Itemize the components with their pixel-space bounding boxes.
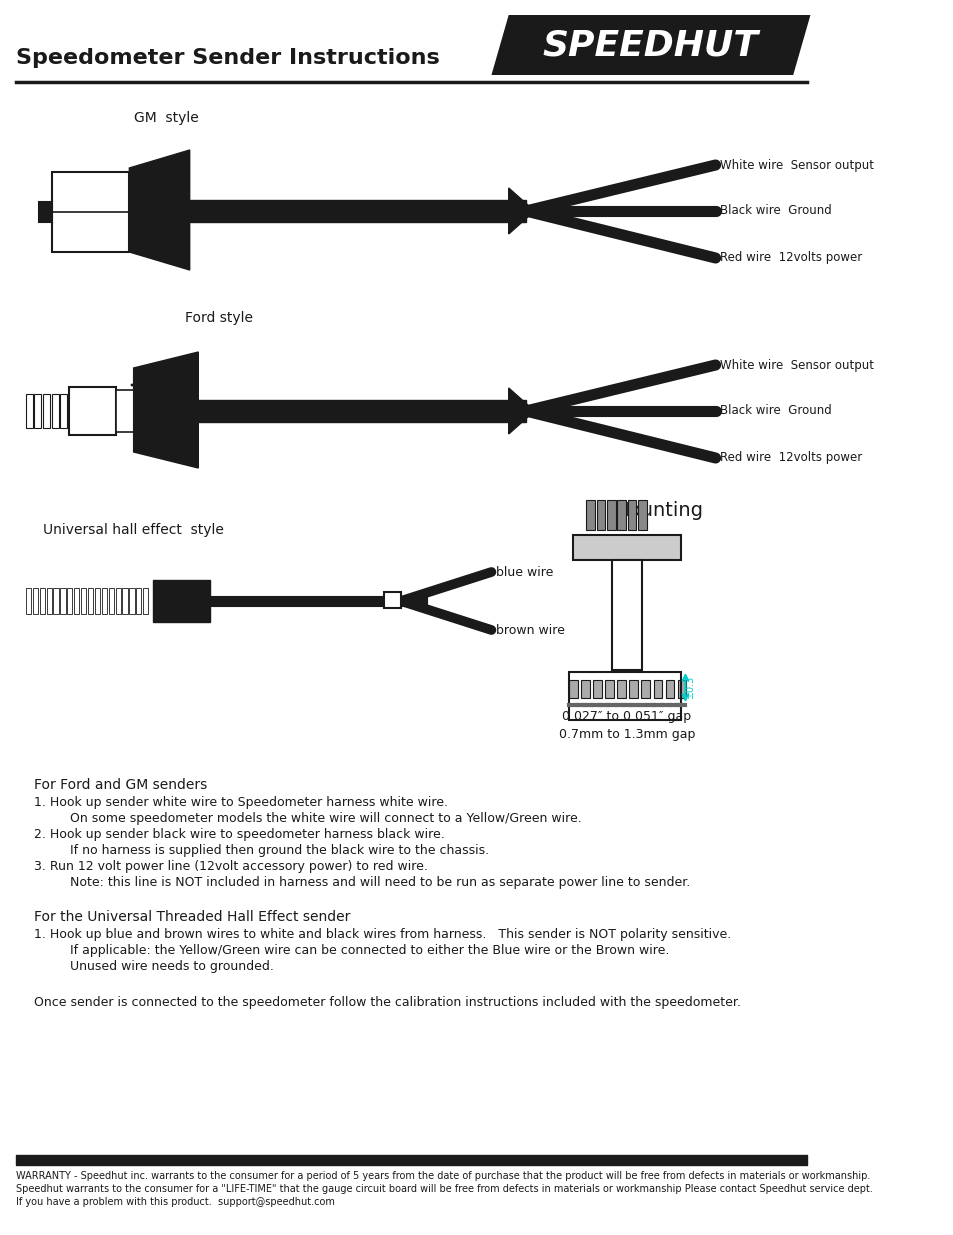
Bar xyxy=(617,680,625,698)
Text: 1. Hook up sender white wire to Speedometer harness white wire.: 1. Hook up sender white wire to Speedome… xyxy=(34,797,448,809)
Bar xyxy=(122,588,128,614)
Text: Ford style: Ford style xyxy=(185,311,253,325)
Bar xyxy=(115,588,121,614)
Text: GM  style: GM style xyxy=(133,111,198,125)
Text: Speedometer Sender Instructions: Speedometer Sender Instructions xyxy=(15,48,438,68)
Bar xyxy=(26,588,31,614)
Bar xyxy=(53,588,58,614)
Text: Note: this line is NOT included in harness and will need to be run as separate p: Note: this line is NOT included in harne… xyxy=(34,876,690,889)
Bar xyxy=(67,588,72,614)
Text: Speedhut warrants to the consumer for a "LIFE-TIME" that the gauge circuit board: Speedhut warrants to the consumer for a … xyxy=(15,1184,871,1194)
Bar xyxy=(606,500,615,530)
Text: 3. Run 12 volt power line (12volt accessory power) to red wire.: 3. Run 12 volt power line (12volt access… xyxy=(34,860,428,873)
Text: If no harness is supplied then ground the black wire to the chassis.: If no harness is supplied then ground th… xyxy=(34,844,489,857)
Text: 1. Hook up blue and brown wires to white and black wires from harness.   This se: 1. Hook up blue and brown wires to white… xyxy=(34,927,731,941)
Bar xyxy=(60,588,66,614)
Text: White wire  Sensor output: White wire Sensor output xyxy=(720,158,873,172)
Bar xyxy=(596,500,604,530)
Bar xyxy=(580,680,589,698)
Bar xyxy=(640,680,649,698)
Bar xyxy=(26,394,32,429)
Bar xyxy=(40,588,45,614)
Bar xyxy=(677,680,685,698)
Text: ±0.3: ±0.3 xyxy=(684,676,694,699)
Bar xyxy=(665,680,674,698)
Text: Red wire  12volts power: Red wire 12volts power xyxy=(720,252,862,264)
Bar xyxy=(573,535,680,559)
Polygon shape xyxy=(508,188,534,233)
Bar xyxy=(51,394,58,429)
Text: Black wire  Ground: Black wire Ground xyxy=(720,205,831,217)
Text: SPEEDHUT: SPEEDHUT xyxy=(542,28,759,62)
Bar xyxy=(143,588,148,614)
Text: brown wire: brown wire xyxy=(496,624,564,636)
Bar xyxy=(109,588,113,614)
Bar xyxy=(32,588,38,614)
Bar xyxy=(629,680,638,698)
Bar xyxy=(39,203,51,222)
Text: Black wire  Ground: Black wire Ground xyxy=(720,405,831,417)
Bar xyxy=(88,588,93,614)
Bar xyxy=(638,500,646,530)
Bar xyxy=(60,394,67,429)
Text: 2. Hook up sender black wire to speedometer harness black wire.: 2. Hook up sender black wire to speedome… xyxy=(34,827,445,841)
Text: For Ford and GM senders: For Ford and GM senders xyxy=(34,778,208,792)
Bar xyxy=(604,680,613,698)
Bar xyxy=(627,500,636,530)
Text: Unused wire needs to grounded.: Unused wire needs to grounded. xyxy=(34,960,274,973)
Polygon shape xyxy=(491,15,810,75)
Text: Mounting: Mounting xyxy=(612,500,702,520)
Text: 0.027″ to 0.051″ gap: 0.027″ to 0.051″ gap xyxy=(561,710,691,722)
Text: Red wire  12volts power: Red wire 12volts power xyxy=(720,452,862,464)
Bar xyxy=(198,400,525,422)
Text: For the Universal Threaded Hall Effect sender: For the Universal Threaded Hall Effect s… xyxy=(34,910,351,924)
Bar xyxy=(130,588,134,614)
Text: If you have a problem with this product.  support@speedhut.com: If you have a problem with this product.… xyxy=(15,1197,335,1207)
Polygon shape xyxy=(133,352,198,468)
Bar xyxy=(612,559,641,671)
Bar xyxy=(136,588,141,614)
Bar xyxy=(568,680,578,698)
Bar xyxy=(383,592,400,608)
Text: White wire  Sensor output: White wire Sensor output xyxy=(720,358,873,372)
Bar xyxy=(593,680,601,698)
Text: Once sender is connected to the speedometer follow the calibration instructions : Once sender is connected to the speedome… xyxy=(34,995,740,1009)
Text: 0.7mm to 1.3mm gap: 0.7mm to 1.3mm gap xyxy=(558,727,695,741)
Text: On some speedometer models the white wire will connect to a Yellow/Green wire.: On some speedometer models the white wir… xyxy=(34,811,581,825)
Bar xyxy=(116,390,133,432)
Bar xyxy=(74,588,79,614)
Bar xyxy=(51,172,130,252)
Bar xyxy=(153,580,210,622)
Bar xyxy=(81,588,86,614)
Bar xyxy=(586,500,595,530)
Polygon shape xyxy=(130,149,190,270)
Text: If applicable: the Yellow/Green wire can be connected to either the Blue wire or: If applicable: the Yellow/Green wire can… xyxy=(34,944,669,957)
Bar xyxy=(190,200,525,222)
Text: Universal hall effect  style: Universal hall effect style xyxy=(43,522,224,537)
Polygon shape xyxy=(508,388,534,433)
Bar xyxy=(34,394,41,429)
Bar xyxy=(47,588,51,614)
Bar xyxy=(94,588,100,614)
Bar xyxy=(69,387,116,435)
Text: WARRANTY - Speedhut inc. warrants to the consumer for a period of 5 years from t: WARRANTY - Speedhut inc. warrants to the… xyxy=(15,1171,869,1181)
Bar xyxy=(102,588,107,614)
Bar xyxy=(43,394,50,429)
Bar xyxy=(653,680,661,698)
Text: blue wire: blue wire xyxy=(496,566,553,578)
Bar xyxy=(617,500,625,530)
